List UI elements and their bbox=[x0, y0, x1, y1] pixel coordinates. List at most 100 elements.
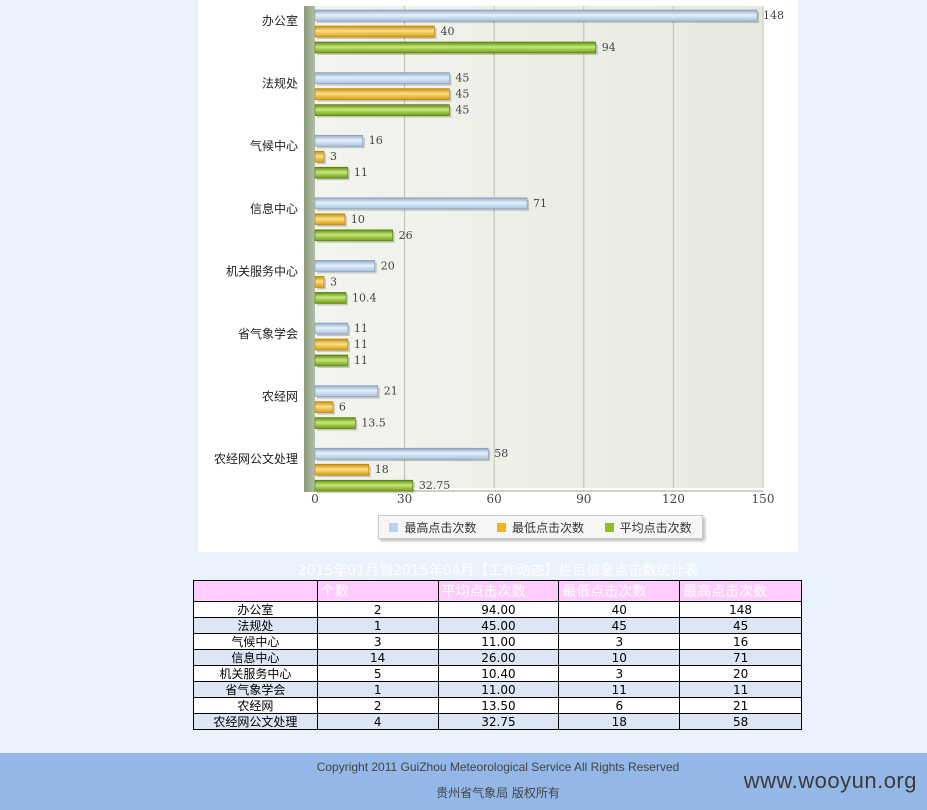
table-header-cell: 平均点击次数 bbox=[437, 580, 560, 602]
bar-value-label: 13.5 bbox=[361, 417, 386, 430]
bar-value-label: 32.75 bbox=[419, 479, 451, 492]
legend-item-max: 最高点击次数 bbox=[389, 519, 476, 536]
bar-min bbox=[314, 276, 325, 288]
legend-label-min: 最低点击次数 bbox=[511, 520, 584, 535]
stats-table: 个数 平均点击次数 最低点击次数 最高点击次数 办公室 2 94.00 40 148 法规… bbox=[193, 580, 802, 730]
table-cell: 10 bbox=[558, 649, 681, 666]
bar-value-label: 18 bbox=[375, 463, 389, 476]
table-cell: 16 bbox=[679, 633, 802, 650]
bar-max bbox=[314, 9, 758, 22]
bar-max bbox=[314, 197, 528, 210]
footer-org: 贵州省气象局 版权所有 bbox=[436, 786, 560, 800]
table-cell: 机关服务中心 bbox=[193, 665, 318, 682]
footer-copyright: Copyright 2011 GuiZhou Meteorological Se… bbox=[316, 760, 680, 774]
bar-min bbox=[314, 25, 435, 38]
table-cell: 11.00 bbox=[437, 681, 560, 698]
bar-min bbox=[314, 463, 370, 476]
bar-value-label: 21 bbox=[384, 385, 398, 398]
bar-value-label: 45 bbox=[455, 104, 469, 117]
table-cell: 45 bbox=[558, 617, 681, 634]
table-cell: 45 bbox=[679, 617, 802, 634]
category-label: 信息中心 bbox=[250, 201, 298, 216]
table-cell: 10.40 bbox=[437, 665, 560, 682]
table-cell: 13.50 bbox=[437, 697, 560, 714]
legend-swatch-avg bbox=[604, 522, 614, 532]
bars: 148 40 94 45 45 45 16 3 11 71 10 26 20 3 10.4 11 11 11 21 6… bbox=[314, 9, 784, 494]
table-cell: 4 bbox=[316, 713, 439, 730]
table-row: 农经网公文处理 4 32.75 18 58 bbox=[193, 713, 802, 730]
table-body: 办公室 2 94.00 40 148 法规处 1 45.00 45 45 气候中心 3 11.00 3 16… bbox=[193, 601, 802, 730]
table-cell: 14 bbox=[316, 649, 439, 666]
table-cell: 法规处 bbox=[193, 617, 318, 634]
bar-min bbox=[314, 401, 334, 413]
table-cell: 6 bbox=[558, 697, 681, 714]
axis-wall bbox=[304, 6, 315, 492]
bar-min bbox=[314, 338, 349, 351]
bar-value-label: 11 bbox=[354, 166, 368, 179]
table-cell: 1 bbox=[316, 617, 439, 634]
plot-area bbox=[315, 6, 763, 488]
bar-value-label: 58 bbox=[494, 447, 508, 460]
table-cell: 11 bbox=[679, 681, 802, 698]
table-header-row: 个数 平均点击次数 最低点击次数 最高点击次数 bbox=[193, 580, 802, 602]
bar-value-label: 26 bbox=[399, 229, 413, 242]
table-row: 气候中心 3 11.00 3 16 bbox=[193, 633, 802, 650]
bar-value-label: 20 bbox=[381, 259, 395, 272]
bar-value-label: 3 bbox=[330, 150, 337, 163]
x-tick-label: 60 bbox=[487, 492, 502, 506]
watermark: www.wooyun.org bbox=[743, 768, 917, 793]
legend-label-avg: 平均点击次数 bbox=[619, 520, 692, 535]
table-cell: 3 bbox=[558, 633, 681, 650]
bar-avg bbox=[314, 354, 349, 367]
table-title: 2015年01月到2015年04月【工作动态】栏目信息点击数统计表 bbox=[297, 563, 699, 579]
bar-max bbox=[314, 260, 376, 272]
table-cell: 农经网 bbox=[193, 697, 318, 714]
legend-swatch-min bbox=[496, 522, 506, 532]
bar-value-label: 45 bbox=[455, 72, 469, 85]
category-label: 农经网公文处理 bbox=[214, 451, 298, 466]
table-cell: 71 bbox=[679, 649, 802, 666]
table-row: 机关服务中心 5 10.40 3 20 bbox=[193, 665, 802, 682]
table-cell: 3 bbox=[558, 665, 681, 682]
bar-min bbox=[314, 88, 450, 100]
bar-avg bbox=[314, 166, 349, 179]
table-cell: 21 bbox=[679, 697, 802, 714]
table-cell: 58 bbox=[679, 713, 802, 730]
table-cell: 2 bbox=[316, 697, 439, 714]
category-label: 农经网 bbox=[262, 390, 298, 404]
chart-panel: 148 40 94 45 45 45 16 3 11 71 10 26 20 3 10.4 11 11 11 21 6… bbox=[198, 0, 798, 552]
table-cell: 3 bbox=[316, 633, 439, 650]
table-cell: 45.00 bbox=[437, 617, 560, 634]
bar-value-label: 3 bbox=[330, 275, 337, 288]
table-cell: 气候中心 bbox=[193, 633, 318, 650]
category-label: 省气象学会 bbox=[238, 326, 298, 341]
table-row: 办公室 2 94.00 40 148 bbox=[193, 601, 802, 618]
bar-value-label: 16 bbox=[369, 134, 383, 147]
table-cell: 1 bbox=[316, 681, 439, 698]
bar-max bbox=[314, 385, 379, 397]
table-cell: 5 bbox=[316, 665, 439, 682]
table-cell: 94.00 bbox=[437, 601, 560, 618]
legend-item-avg: 平均点击次数 bbox=[604, 519, 692, 536]
bar-max bbox=[314, 447, 489, 460]
x-tick-labels: 0 30 60 90 120 150 bbox=[311, 492, 774, 506]
footer: Copyright 2011 GuiZhou Meteorological Se… bbox=[0, 753, 927, 810]
bar-avg bbox=[314, 104, 450, 116]
category-label: 气候中心 bbox=[250, 138, 298, 153]
bar-min bbox=[314, 213, 346, 226]
bar-value-label: 94 bbox=[602, 41, 616, 54]
table-row: 法规处 1 45.00 45 45 bbox=[193, 617, 802, 634]
grid-lines bbox=[304, 6, 764, 492]
table-cell: 20 bbox=[679, 665, 802, 682]
bar-avg bbox=[314, 41, 597, 54]
legend-item-min: 最低点击次数 bbox=[496, 519, 584, 536]
x-tick-label: 90 bbox=[576, 492, 591, 506]
category-label: 机关服务中心 bbox=[226, 263, 298, 278]
bar-value-label: 11 bbox=[354, 322, 368, 335]
bar-value-label: 40 bbox=[440, 25, 454, 38]
x-tick-label: 0 bbox=[311, 492, 319, 506]
legend-label-max: 最高点击次数 bbox=[404, 520, 477, 535]
bar-max bbox=[314, 322, 349, 335]
bar-value-label: 6 bbox=[339, 401, 346, 414]
category-label: 办公室 bbox=[262, 13, 298, 28]
